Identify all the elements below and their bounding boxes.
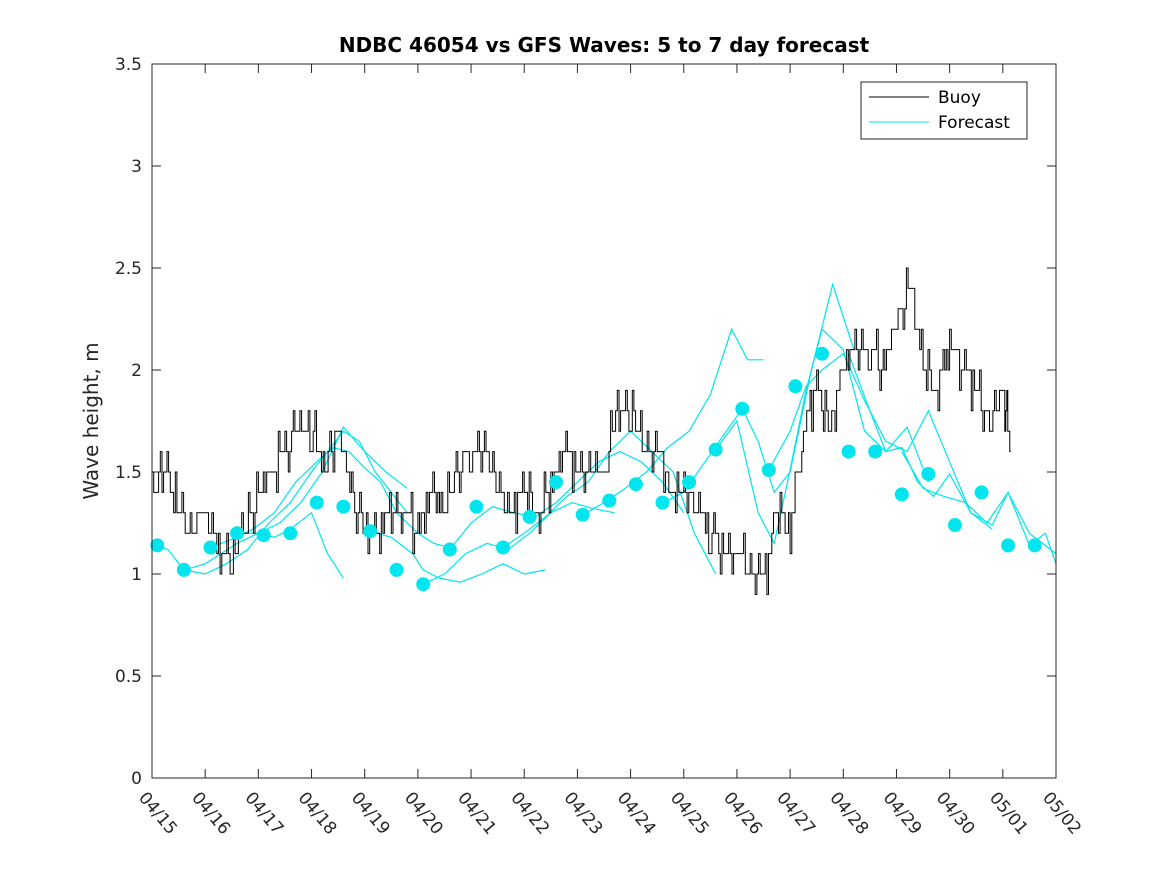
- buoy-series-line: [152, 267, 1011, 595]
- forecast-point: [442, 542, 457, 557]
- forecast-point: [894, 487, 909, 502]
- forecast-point: [1001, 538, 1016, 553]
- forecast-point: [948, 518, 962, 532]
- forecast-point: [628, 477, 643, 492]
- forecast-point: [974, 485, 989, 500]
- forecast-series-line: [210, 446, 450, 549]
- forecast-series-line: [848, 353, 1057, 555]
- chart-title: NDBC 46054 vs GFS Waves: 5 to 7 day fore…: [339, 33, 870, 57]
- buoy-line: [152, 267, 1011, 595]
- forecast-point: [309, 495, 324, 510]
- forecast-point: [815, 346, 829, 361]
- forecast-point: [336, 499, 351, 514]
- legend-buoy-label: Buoy: [938, 88, 981, 108]
- forecast-point: [761, 463, 776, 477]
- forecast-point: [522, 509, 537, 524]
- forecast-point: [1027, 538, 1042, 553]
- forecast-series-line: [183, 430, 408, 575]
- forecast-point: [549, 475, 564, 490]
- forecast-markers: [150, 346, 1042, 592]
- y-tick-label: 3.5: [115, 55, 142, 75]
- forecast-series-line: [768, 352, 993, 530]
- forecast-point: [682, 475, 697, 490]
- y-axis-label: Wave height, m: [79, 342, 103, 499]
- legend-forecast-label: Forecast: [938, 113, 1010, 133]
- forecast-series-line: [582, 327, 764, 516]
- forecast-point: [363, 524, 377, 539]
- forecast-series-line: [369, 530, 546, 583]
- forecast-series-line: [422, 501, 615, 585]
- y-tick-label: 0.5: [115, 667, 142, 687]
- forecast-series-line: [901, 451, 1057, 564]
- forecast-point: [708, 442, 723, 457]
- forecast-point: [283, 526, 298, 541]
- forecast-point: [655, 495, 670, 510]
- forecast-point: [416, 577, 431, 592]
- forecast-point: [176, 562, 191, 577]
- y-tick-label: 1.5: [115, 463, 142, 483]
- y-tick-labels: 0 0.5 1 1.5 2 2.5 3 3.5: [115, 55, 142, 789]
- forecast-series-line: [449, 450, 685, 550]
- plot-area: [150, 267, 1057, 595]
- forecast-point: [496, 540, 510, 555]
- forecast-point: [150, 538, 165, 553]
- axes-box: [151, 63, 1057, 779]
- y-tick-label: 3: [131, 157, 142, 177]
- forecast-point: [203, 540, 218, 555]
- forecast-point: [230, 526, 245, 541]
- forecast-point: [868, 444, 883, 459]
- forecast-point: [602, 493, 617, 508]
- legend-box: [860, 81, 1028, 140]
- legend: Buoy Forecast: [860, 81, 1028, 140]
- forecast-point: [256, 528, 271, 543]
- y-tick-label: 1: [131, 565, 142, 585]
- forecast-point: [788, 379, 803, 394]
- forecast-point: [469, 499, 484, 514]
- y-tick-label: 0: [131, 769, 142, 789]
- forecast-point: [841, 444, 856, 459]
- forecast-point: [921, 467, 936, 481]
- y-tick-label: 2.5: [115, 259, 142, 279]
- forecast-series-line: [715, 328, 929, 546]
- y-tick-label: 2: [131, 361, 142, 381]
- forecast-point: [389, 562, 404, 577]
- forecast-point: [735, 401, 750, 416]
- forecast-lines: [151, 282, 1057, 585]
- forecast-point: [575, 507, 590, 522]
